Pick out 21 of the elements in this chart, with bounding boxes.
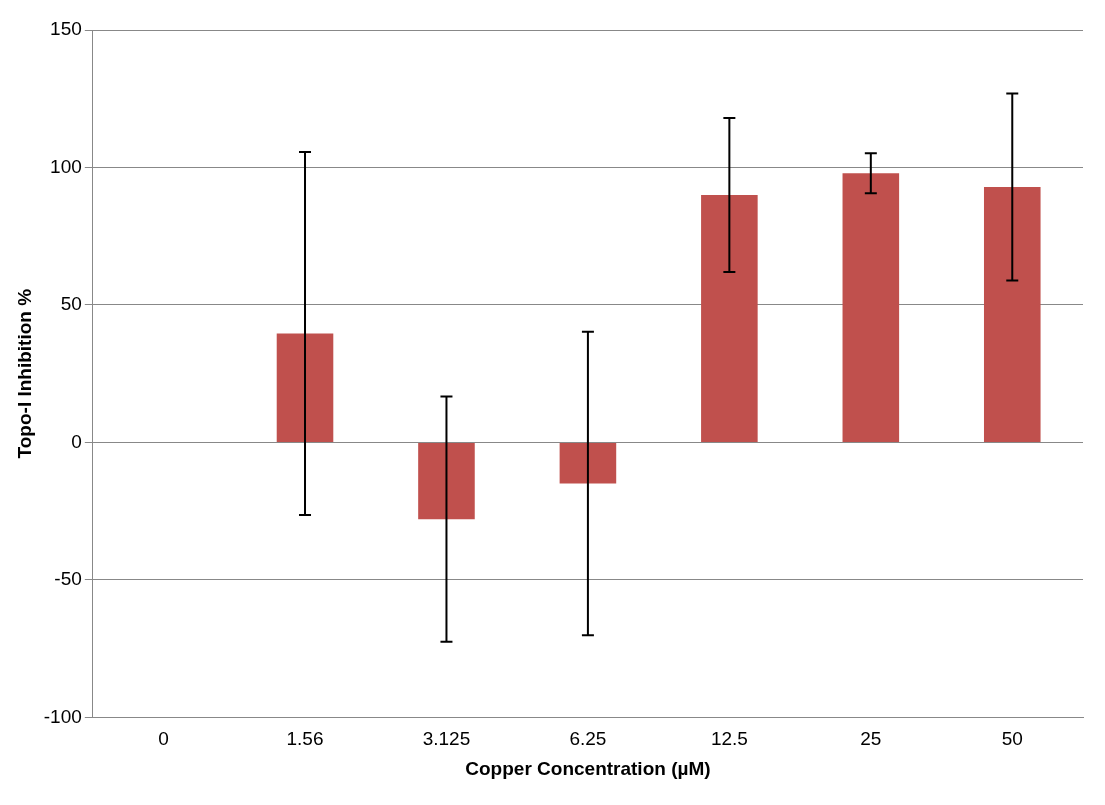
bar bbox=[418, 442, 475, 520]
y-axis-title: Topo-I Inhibition % bbox=[13, 288, 35, 459]
y-tick-label: 0 bbox=[71, 430, 82, 452]
x-tick-label: 12.5 bbox=[710, 728, 748, 750]
x-tick-label: 50 bbox=[1001, 728, 1023, 750]
y-tick-label: -50 bbox=[54, 568, 82, 590]
y-tick-label: 100 bbox=[50, 155, 82, 177]
x-tick-label: 0 bbox=[158, 728, 169, 750]
x-tick-label: 1.56 bbox=[286, 728, 324, 750]
bar bbox=[276, 333, 334, 442]
y-tick-label: -100 bbox=[43, 705, 82, 727]
bar bbox=[701, 194, 758, 442]
y-tick-label: 150 bbox=[50, 18, 82, 40]
x-axis-title: Copper Concentration (µM) bbox=[465, 757, 711, 779]
bar bbox=[842, 173, 900, 442]
bar bbox=[559, 442, 617, 484]
bar bbox=[983, 187, 1041, 442]
y-tick-label: 50 bbox=[60, 293, 82, 315]
x-tick-label: 3.125 bbox=[422, 728, 471, 750]
x-tick-label: 6.25 bbox=[569, 728, 607, 750]
x-tick-label: 25 bbox=[860, 728, 882, 750]
